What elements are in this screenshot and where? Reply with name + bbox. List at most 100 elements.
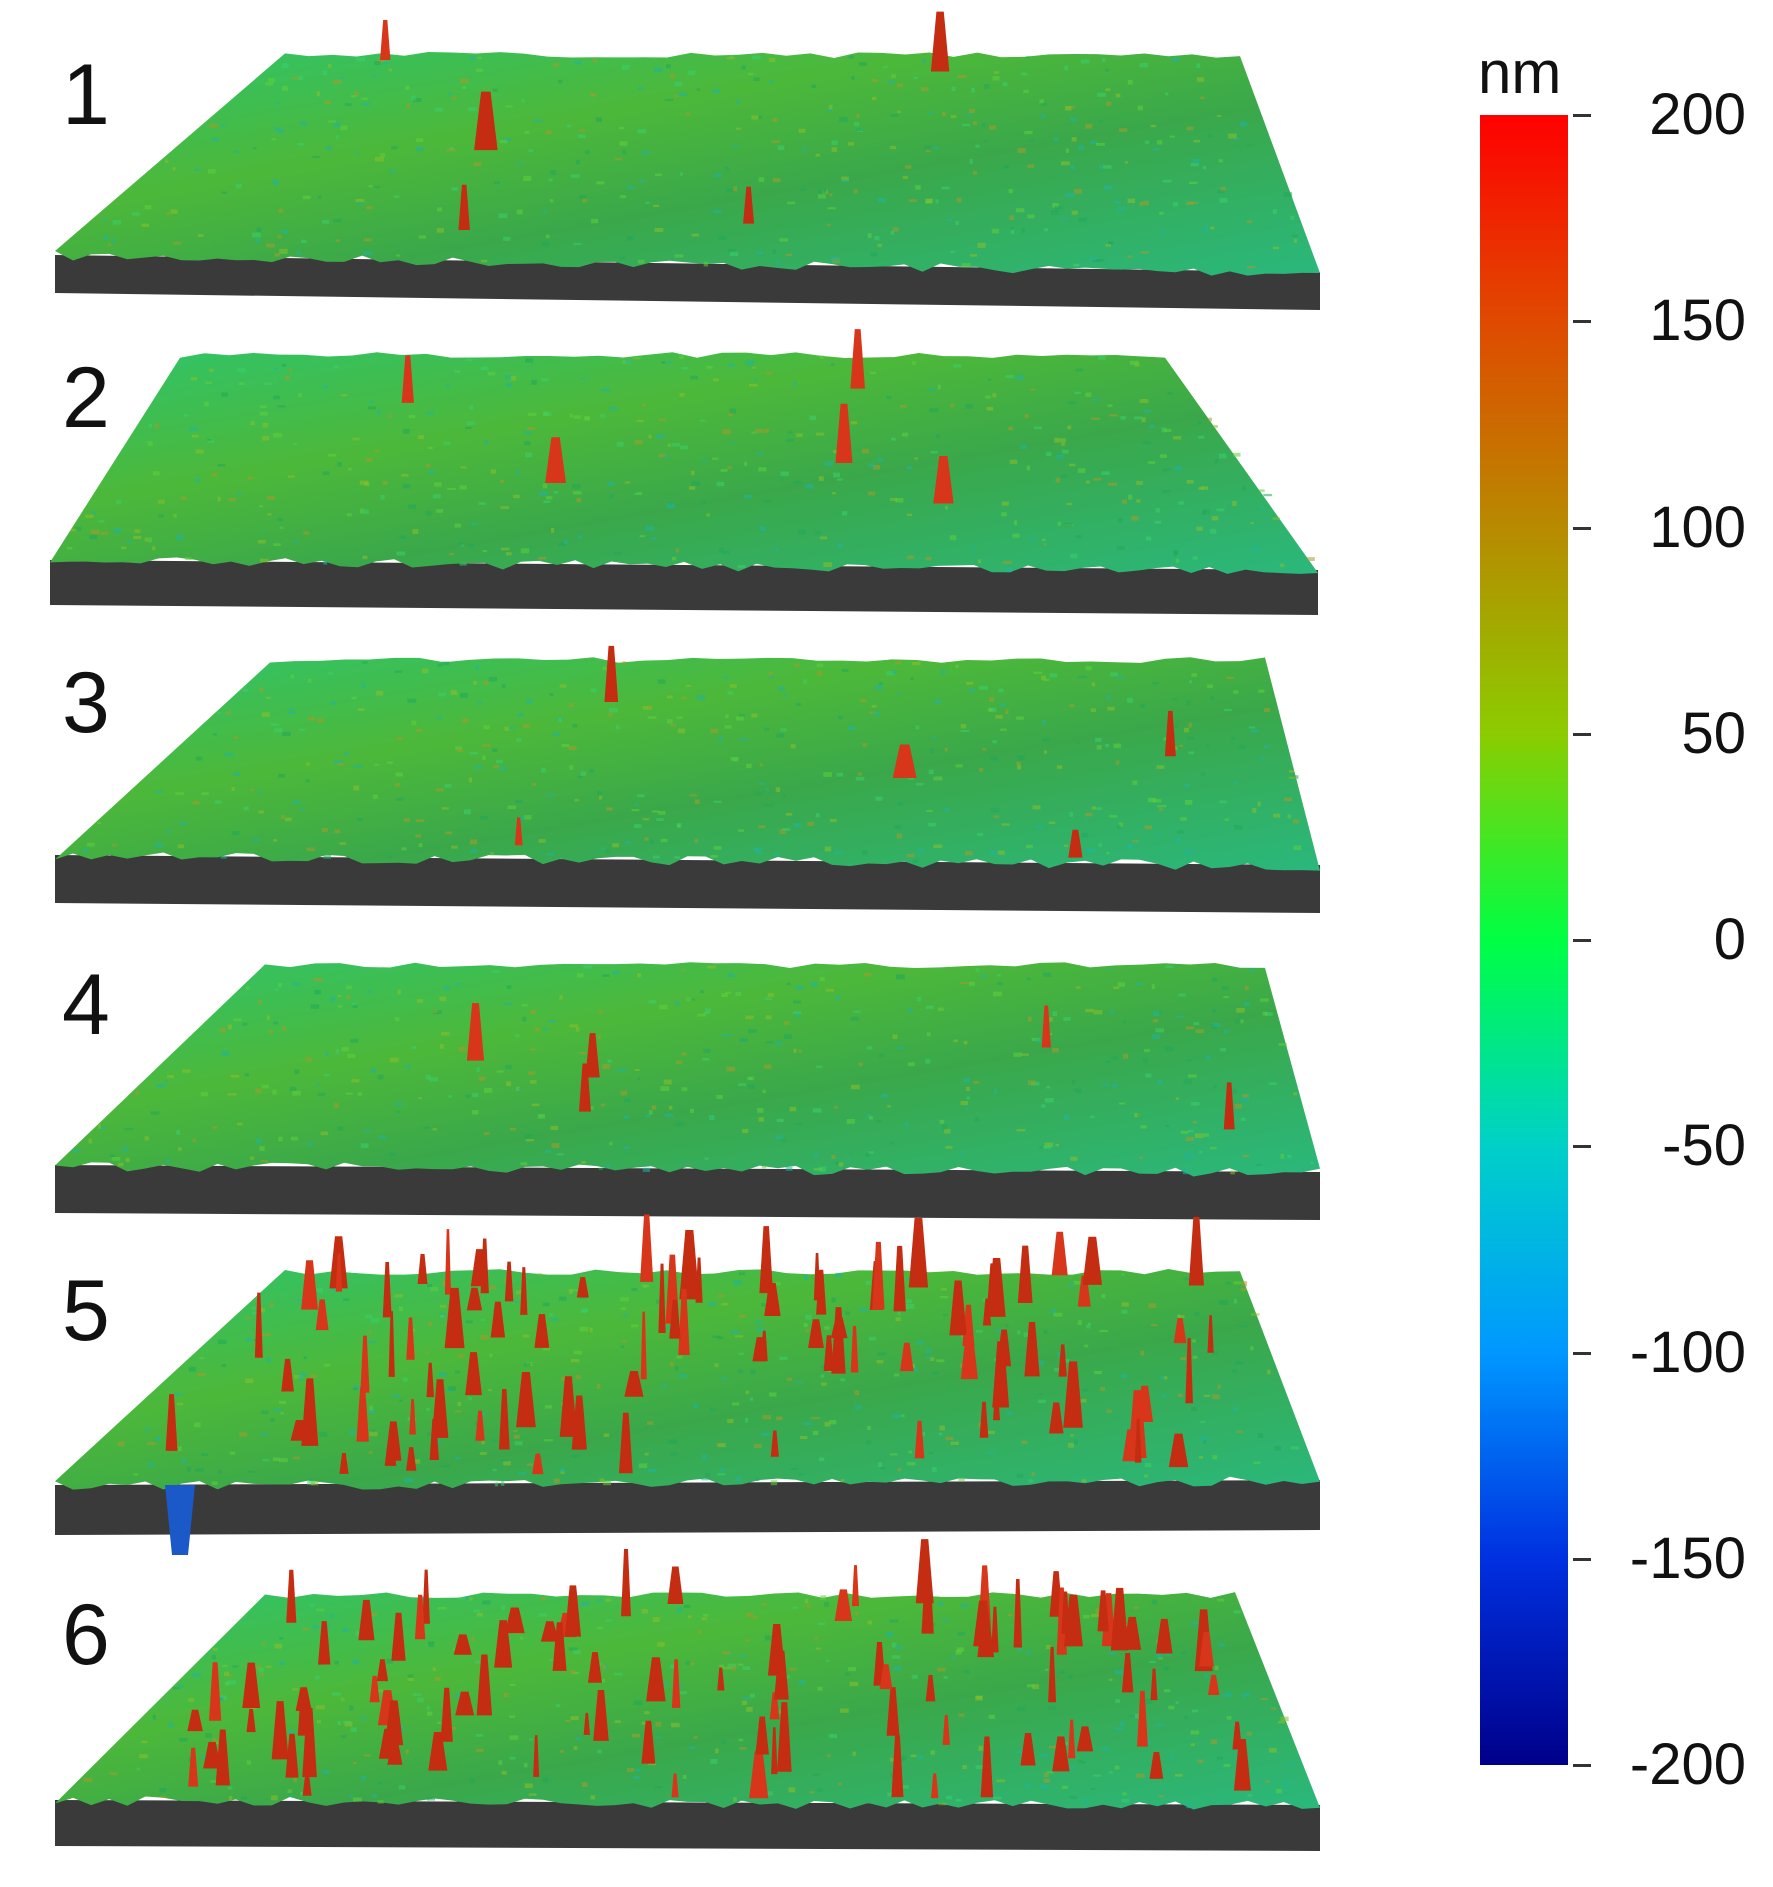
surface-texture: [389, 169, 396, 173]
surface-texture: [637, 794, 645, 798]
surface-texture: [660, 838, 668, 843]
surface-texture: [963, 1077, 971, 1083]
surface-texture: [307, 678, 312, 683]
surface-texture: [1128, 494, 1133, 500]
surface-texture: [1259, 489, 1265, 492]
surface-texture: [1051, 210, 1060, 215]
surface-texture: [1026, 465, 1031, 471]
surface-texture: [1048, 1706, 1056, 1711]
surface-texture: [828, 104, 833, 110]
surface-texture: [1250, 1313, 1260, 1316]
surface-peak: [315, 1299, 329, 1331]
surface-texture: [337, 462, 342, 467]
surface-texture: [575, 1374, 581, 1380]
surface-texture: [993, 815, 999, 818]
surface-texture: [459, 562, 467, 566]
surface-texture: [798, 1679, 806, 1685]
surface-texture: [290, 674, 295, 679]
surface-texture: [1073, 1439, 1078, 1445]
surface-texture: [1093, 477, 1102, 481]
surface-texture: [1115, 93, 1121, 98]
surface-texture: [893, 1665, 902, 1671]
surface-texture: [908, 199, 917, 202]
surface-texture: [910, 677, 914, 681]
surface-texture: [745, 360, 755, 366]
surface-texture: [949, 535, 957, 541]
surface-peak: [422, 1569, 430, 1624]
surface-texture: [910, 1754, 917, 1757]
surface-texture: [620, 1090, 628, 1096]
surface-texture: [1145, 1073, 1152, 1078]
surface-texture: [655, 434, 665, 439]
surface-peak: [187, 1709, 203, 1732]
surface-texture: [139, 1754, 148, 1759]
surface-texture: [147, 441, 153, 446]
surface-texture: [412, 98, 422, 103]
surface-texture: [623, 1098, 631, 1103]
surface-texture: [194, 1422, 201, 1428]
surface-peak: [835, 403, 853, 464]
surface-texture: [480, 366, 489, 371]
surface-texture: [1162, 179, 1172, 183]
surface-texture: [1031, 1472, 1035, 1477]
surface-texture: [1005, 374, 1014, 379]
surface-texture: [1235, 1019, 1241, 1025]
surface-texture: [1203, 1394, 1211, 1397]
surface-texture: [1175, 1097, 1179, 1100]
surface-texture: [961, 263, 971, 268]
surface-texture: [351, 1002, 357, 1007]
surface-texture: [549, 199, 554, 203]
surface-texture: [855, 1611, 859, 1616]
surface-texture: [401, 847, 407, 851]
surface-texture: [965, 404, 973, 409]
surface-texture: [1091, 806, 1097, 810]
surface-texture: [608, 707, 618, 713]
surface-peak: [391, 1612, 406, 1661]
surface-texture: [469, 1597, 473, 1601]
surface-texture: [809, 1791, 815, 1794]
surface-texture: [790, 744, 796, 749]
surface-texture: [526, 699, 533, 704]
surface-texture: [1249, 969, 1256, 972]
surface-texture: [591, 218, 599, 224]
surface-texture: [1092, 398, 1101, 402]
surface-texture: [1016, 716, 1024, 720]
surface-texture: [734, 1335, 744, 1338]
surface-texture: [739, 1038, 748, 1042]
surface-texture: [84, 514, 94, 518]
surface-texture: [394, 1294, 403, 1298]
surface-texture: [524, 430, 532, 435]
surface-texture: [614, 1672, 623, 1676]
surface-texture: [1060, 161, 1070, 166]
surface-texture: [685, 1660, 690, 1666]
surface-texture: [681, 1087, 688, 1092]
surface-texture: [602, 1064, 611, 1070]
surface-texture: [612, 970, 620, 975]
surface-peak: [1024, 1321, 1040, 1377]
surface-texture: [1240, 1097, 1250, 1102]
surface-texture: [1231, 1369, 1237, 1373]
surface-texture: [526, 426, 535, 431]
surface-texture: [200, 1091, 209, 1097]
surface-texture: [650, 537, 657, 540]
surface-texture: [933, 146, 939, 150]
surface-texture: [302, 1627, 309, 1631]
surface-peak: [1150, 1668, 1158, 1701]
surface-texture: [841, 668, 849, 672]
surface-texture: [117, 1441, 125, 1447]
surface-texture: [440, 1043, 444, 1049]
surface-texture: [647, 716, 657, 719]
surface-texture: [789, 1106, 797, 1112]
surface-peak: [426, 1362, 435, 1398]
surface-texture: [1277, 1721, 1285, 1724]
surface-texture: [874, 684, 884, 690]
surface-texture: [570, 1289, 579, 1292]
surface-texture: [469, 839, 478, 845]
surface-texture: [589, 768, 595, 773]
surface-texture: [412, 1693, 421, 1696]
surface-texture: [1049, 673, 1058, 678]
surface-texture: [1233, 1281, 1242, 1285]
surface-texture: [877, 457, 883, 462]
surface-texture: [1183, 1277, 1190, 1280]
surface-texture: [504, 1277, 509, 1282]
